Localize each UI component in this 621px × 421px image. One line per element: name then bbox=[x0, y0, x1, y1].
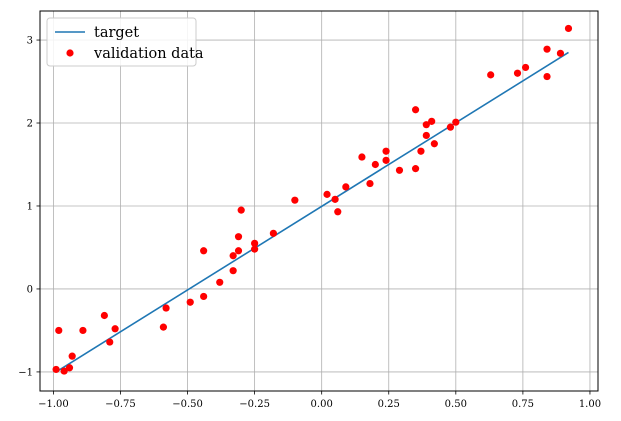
validation-point bbox=[68, 352, 76, 360]
x-tick-label: −1.00 bbox=[38, 399, 69, 410]
validation-point bbox=[430, 140, 438, 148]
validation-point bbox=[200, 247, 208, 255]
x-tick-label: 1.00 bbox=[579, 399, 601, 410]
legend: target validation data bbox=[46, 17, 204, 67]
x-tick-label: −0.75 bbox=[105, 399, 136, 410]
validation-point bbox=[411, 165, 420, 173]
validation-point bbox=[422, 131, 430, 140]
validation-point bbox=[382, 156, 390, 164]
validation-point bbox=[234, 233, 243, 241]
x-tick-label: −0.25 bbox=[239, 399, 270, 410]
y-tick-label: 1 bbox=[27, 201, 33, 212]
validation-point bbox=[371, 160, 379, 169]
x-tick-label: −0.50 bbox=[172, 399, 203, 410]
validation-point bbox=[382, 147, 390, 155]
plot-frame bbox=[39, 10, 599, 392]
plot-background bbox=[40, 11, 598, 391]
validation-point bbox=[487, 71, 495, 79]
target-line bbox=[55, 51, 569, 373]
validation-point bbox=[331, 195, 339, 203]
validation-point bbox=[229, 267, 237, 275]
y-tick-label: 2 bbox=[27, 119, 33, 130]
validation-point bbox=[564, 24, 573, 33]
target-line-segment bbox=[55, 51, 569, 373]
validation-point bbox=[234, 247, 243, 255]
validation-point bbox=[106, 338, 114, 346]
validation-point bbox=[334, 208, 342, 216]
validation-point bbox=[452, 118, 460, 126]
validation-point bbox=[186, 298, 194, 306]
validation-point bbox=[65, 364, 74, 372]
x-tick-label: 0.75 bbox=[512, 399, 534, 410]
validation-point bbox=[229, 252, 237, 260]
validation-point bbox=[237, 206, 245, 214]
validation-point bbox=[111, 325, 119, 333]
y-tick-label: 3 bbox=[27, 36, 33, 47]
validation-point bbox=[100, 311, 108, 320]
validation-point bbox=[556, 49, 565, 57]
validation-point bbox=[417, 147, 425, 155]
validation-point bbox=[521, 63, 530, 72]
validation-point bbox=[52, 365, 60, 374]
validation-point bbox=[422, 121, 430, 129]
validation-point bbox=[251, 245, 259, 253]
validation-point bbox=[251, 239, 259, 247]
validation-points bbox=[52, 24, 573, 375]
validation-point bbox=[55, 326, 63, 335]
legend-label-validation: validation data bbox=[93, 46, 204, 62]
validation-point bbox=[79, 326, 87, 335]
validation-point bbox=[446, 123, 455, 131]
validation-point bbox=[291, 196, 299, 204]
axis-ticks: −1.00 −0.75 −0.50 −0.25 0.00 0.25 0.50 0.75 1.00… bbox=[18, 36, 601, 410]
validation-point bbox=[60, 367, 68, 375]
legend-label-target: target bbox=[94, 25, 139, 41]
y-tick-label: −1 bbox=[18, 367, 33, 378]
legend-marker-swatch bbox=[66, 49, 74, 57]
x-tick-label: 0.50 bbox=[445, 399, 467, 410]
x-tick-label: 0.25 bbox=[378, 399, 400, 410]
validation-point bbox=[411, 106, 420, 114]
validation-point bbox=[159, 323, 168, 331]
validation-point bbox=[543, 45, 551, 53]
validation-point bbox=[200, 292, 208, 301]
validation-point bbox=[358, 153, 366, 161]
validation-point bbox=[216, 278, 224, 286]
validation-point bbox=[513, 69, 522, 77]
validation-point bbox=[269, 229, 277, 237]
legend-frame bbox=[46, 17, 197, 67]
validation-point bbox=[543, 72, 551, 81]
x-tick-label: 0.00 bbox=[311, 399, 333, 410]
validation-point bbox=[366, 179, 374, 188]
y-tick-label: 0 bbox=[27, 284, 33, 295]
validation-point bbox=[323, 190, 331, 198]
validation-point bbox=[162, 304, 170, 312]
validation-point bbox=[428, 117, 436, 125]
validation-point bbox=[342, 183, 350, 191]
validation-point bbox=[395, 166, 404, 174]
grid bbox=[40, 11, 598, 391]
